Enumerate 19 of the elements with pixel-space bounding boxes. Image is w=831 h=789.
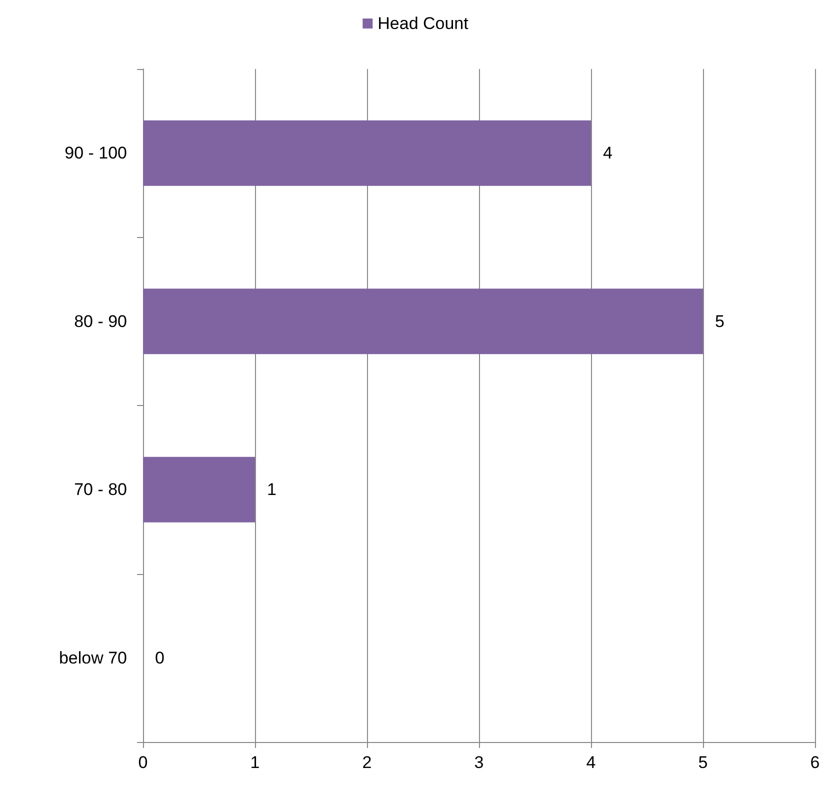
bar	[143, 288, 703, 354]
bar	[143, 456, 255, 522]
x-tick-label: 3	[474, 753, 484, 772]
data-label: 0	[155, 648, 164, 668]
x-tick-label: 6	[810, 753, 820, 772]
y-tick-label: 70 - 80	[74, 480, 127, 500]
y-tick-label: below 70	[58, 648, 127, 668]
bar	[143, 120, 591, 186]
y-tick-label: 80 - 90	[74, 312, 127, 331]
data-label: 1	[267, 480, 276, 500]
x-tick-label: 1	[250, 753, 260, 772]
y-tick-label: 90 - 100	[64, 144, 127, 163]
x-tick-label: 4	[586, 753, 596, 772]
legend-label: Head Count	[378, 14, 469, 33]
data-label: 4	[603, 144, 612, 163]
x-tick-label: 0	[138, 753, 148, 772]
x-tick-label: 2	[362, 753, 372, 772]
x-tick-label: 5	[698, 753, 708, 772]
data-label: 5	[715, 312, 724, 331]
